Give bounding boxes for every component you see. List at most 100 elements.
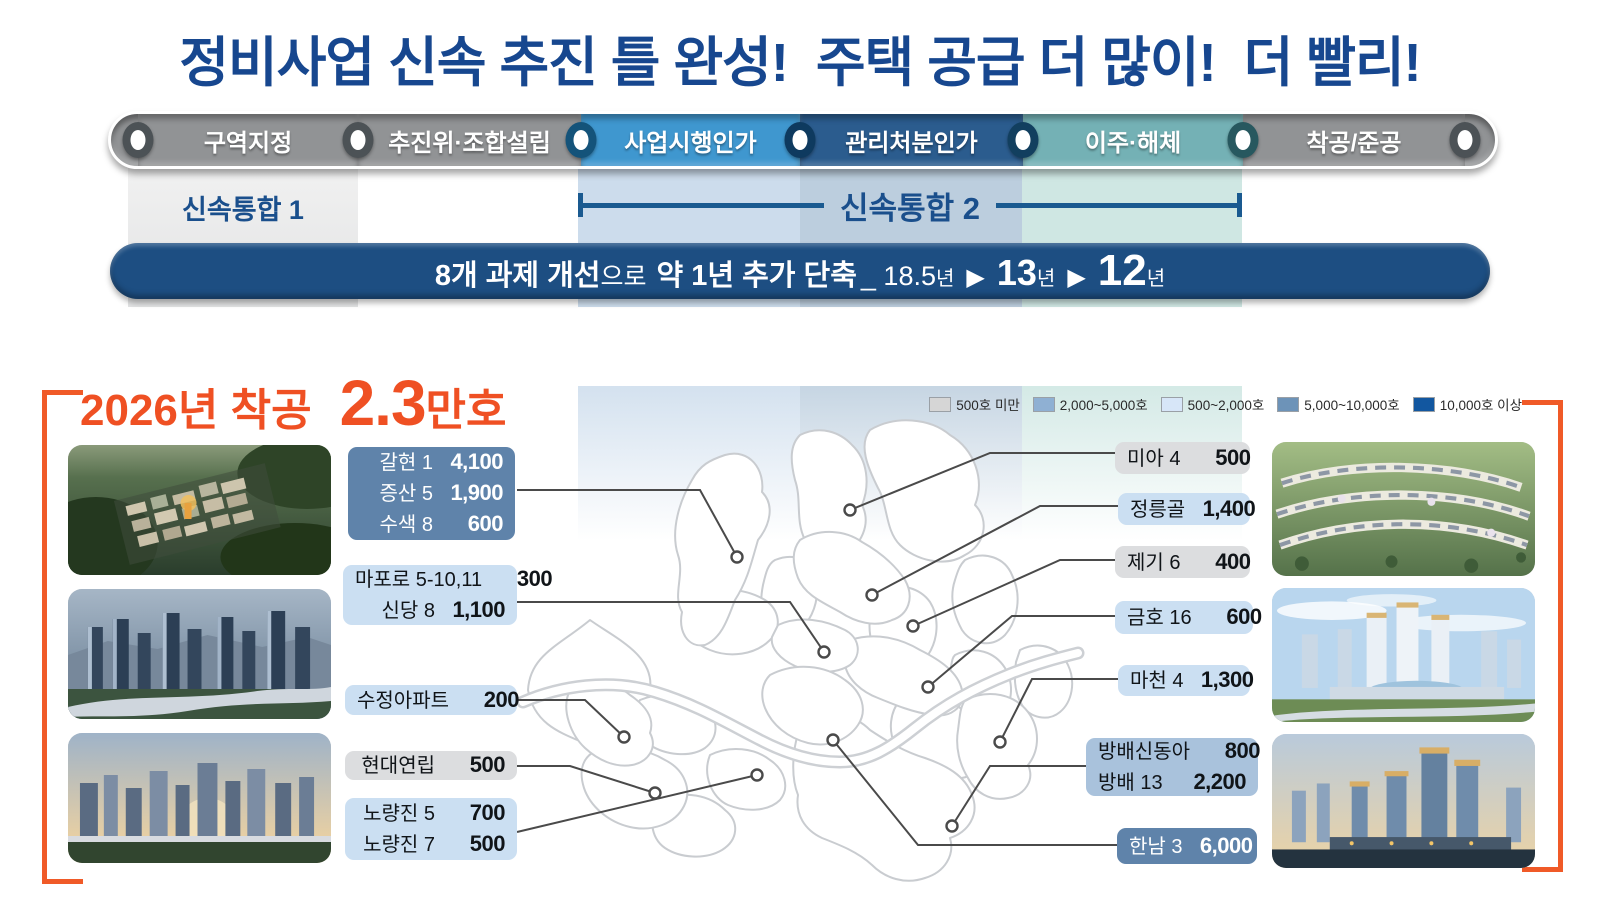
leader-line (927, 615, 1115, 688)
callout-row: 한남 3 6,000 (1129, 831, 1253, 862)
unit-count: 6,000 (1199, 832, 1253, 858)
stage-label: 추진위·조합설립 (388, 129, 551, 157)
stage-relocation: 이주·해체 (1023, 114, 1243, 166)
callout-row: 미아 4 500 (1127, 443, 1251, 474)
leader-line (849, 452, 1115, 511)
area-name: 금호 16 (1127, 607, 1192, 629)
callout-row: 금호 16 600 (1127, 602, 1262, 633)
callout-row: 제기 6 400 (1127, 547, 1251, 578)
area-name: 현대연립 (361, 755, 435, 777)
legend-item: 5,000~10,000호 (1277, 394, 1400, 414)
seoul-district-map (516, 419, 1118, 882)
stage-label: 이주·해체 (1084, 129, 1182, 157)
leader-line (517, 765, 656, 794)
callout-row: 노량진 5 700 (357, 798, 505, 829)
legend-swatch (1032, 396, 1055, 412)
callout-row: 신당 8 1,100 (355, 595, 506, 626)
legend-label: 10,000호 이상 (1439, 398, 1522, 413)
map-marker (865, 588, 879, 602)
unit-count: 700 (469, 800, 506, 825)
callout-row: 마포로 5-10,11 300 (355, 564, 553, 595)
range-tick-left (578, 193, 583, 217)
map-district (863, 419, 985, 563)
process-timeline-track: 구역지정 추진위·조합설립 사업시행인가 관리처분인가 이주·해체 착공/준공 (111, 114, 1495, 166)
callout-row: 수색 8 600 (360, 509, 504, 540)
unit-count: 800 (1224, 738, 1261, 763)
unit-count: 1,300 (1200, 667, 1254, 692)
area-name: 제기 6 (1127, 551, 1181, 574)
rendering-photo (1272, 442, 1535, 576)
banner-baseline-years: _ 18.5 (860, 261, 936, 291)
banner-bold-text: 약 1년 추가 단축 (656, 260, 857, 292)
duration-banner: 8개 과제 개선 으로 약 1년 추가 단축 _ 18.5 년 ▶ 13 년 ▶… (110, 243, 1490, 299)
map-district-steel (674, 452, 771, 647)
callout-row: 갈현 1 4,100 (360, 447, 504, 478)
map-legend: 500호 미만 2,000~5,000호 500~2,000호 5,000~10… (929, 394, 1522, 414)
callout-hannam: 한남 3 6,000 (1117, 828, 1257, 864)
track-label-fast-track-2: 신속통합 2 (840, 190, 980, 226)
area-name: 방배신동아 (1098, 741, 1190, 763)
leader-line (516, 774, 758, 833)
timeline-node-icon (784, 122, 816, 158)
callout-row: 마천 4 1,300 (1130, 665, 1254, 696)
stage-committee-union: 추진위·조합설립 (358, 114, 581, 166)
legend-swatch (929, 396, 952, 412)
area-name: 갈현 1 (379, 452, 433, 474)
map-marker (843, 503, 857, 517)
stage-disposal-approval: 관리처분인가 (799, 114, 1024, 166)
photo-column-right (1272, 442, 1535, 868)
track-label-fast-track-1: 신속통합 1 (182, 195, 304, 225)
track-fast-track-2: 신속통합 2 (578, 186, 1242, 226)
callout-sujeong-apt: 수정아파트 200 (345, 685, 520, 716)
area-name: 미아 4 (1127, 447, 1181, 470)
area-name: 노량진 7 (363, 834, 435, 856)
legend-swatch (1160, 396, 1183, 412)
map-marker (906, 619, 920, 633)
frame-bracket-left (42, 390, 83, 884)
unit-count: 4,100 (450, 449, 503, 474)
banner-bold-text: 8개 과제 개선 (434, 260, 601, 292)
photo-aerial-dusk (68, 445, 331, 575)
area-name: 정릉골 (1130, 498, 1186, 521)
banner-step2-years: 12 (1097, 246, 1147, 295)
legend-label: 2,000~5,000호 (1059, 398, 1148, 413)
legend-item: 500호 미만 (929, 394, 1020, 414)
page-title: 정비사업 신속 추진 틀 완성! 주택 공급 더 많이! 더 빨리! (179, 33, 1421, 93)
banner-step1-years: 13 (996, 252, 1037, 293)
callout-mia: 미아 4 500 (1115, 442, 1251, 474)
supply-amount: 2.3 (339, 367, 427, 439)
legend-swatch (1412, 396, 1435, 412)
map-marker (617, 730, 631, 744)
callout-row: 방배신동아 800 (1098, 736, 1261, 767)
photo-column-left (68, 445, 331, 863)
unit-count: 600 (1226, 604, 1262, 629)
leader-line (517, 601, 825, 653)
callout-jeongneunggol: 정릉골 1,400 (1118, 493, 1256, 525)
unit-count: 500 (1215, 444, 1251, 470)
map-district (951, 554, 1019, 645)
map-marker (945, 819, 959, 833)
rendering-photo (1272, 588, 1535, 722)
area-name: 증산 5 (379, 483, 433, 505)
callout-row: 노량진 7 500 (357, 829, 505, 860)
leader-line (999, 678, 1118, 743)
range-line (995, 202, 1237, 208)
callout-geumho: 금호 16 600 (1115, 601, 1262, 634)
callout-row: 수정아파트 200 (357, 685, 520, 716)
map-marker (921, 680, 935, 694)
unit-count: 1,400 (1202, 495, 1256, 521)
map-district-steel (761, 665, 864, 746)
legend-item: 500~2,000호 (1160, 394, 1264, 414)
timeline-node-icon (565, 122, 597, 158)
arrow-right-icon: ▶ (1067, 264, 1086, 291)
timeline-node-icon (1449, 122, 1481, 158)
callout-galhyeon-jeungsan-susaek: 갈현 1 4,100 증산 5 1,900 수색 8 600 (348, 447, 515, 540)
timeline-node-icon (122, 122, 154, 158)
photo-dusk-towers (68, 589, 331, 719)
area-name: 신당 8 (381, 600, 435, 622)
leader-line (832, 739, 1117, 846)
unit-count: 400 (1215, 548, 1251, 574)
legend-label: 5,000~10,000호 (1304, 398, 1400, 413)
banner-regular-text: 으로 (600, 263, 647, 291)
